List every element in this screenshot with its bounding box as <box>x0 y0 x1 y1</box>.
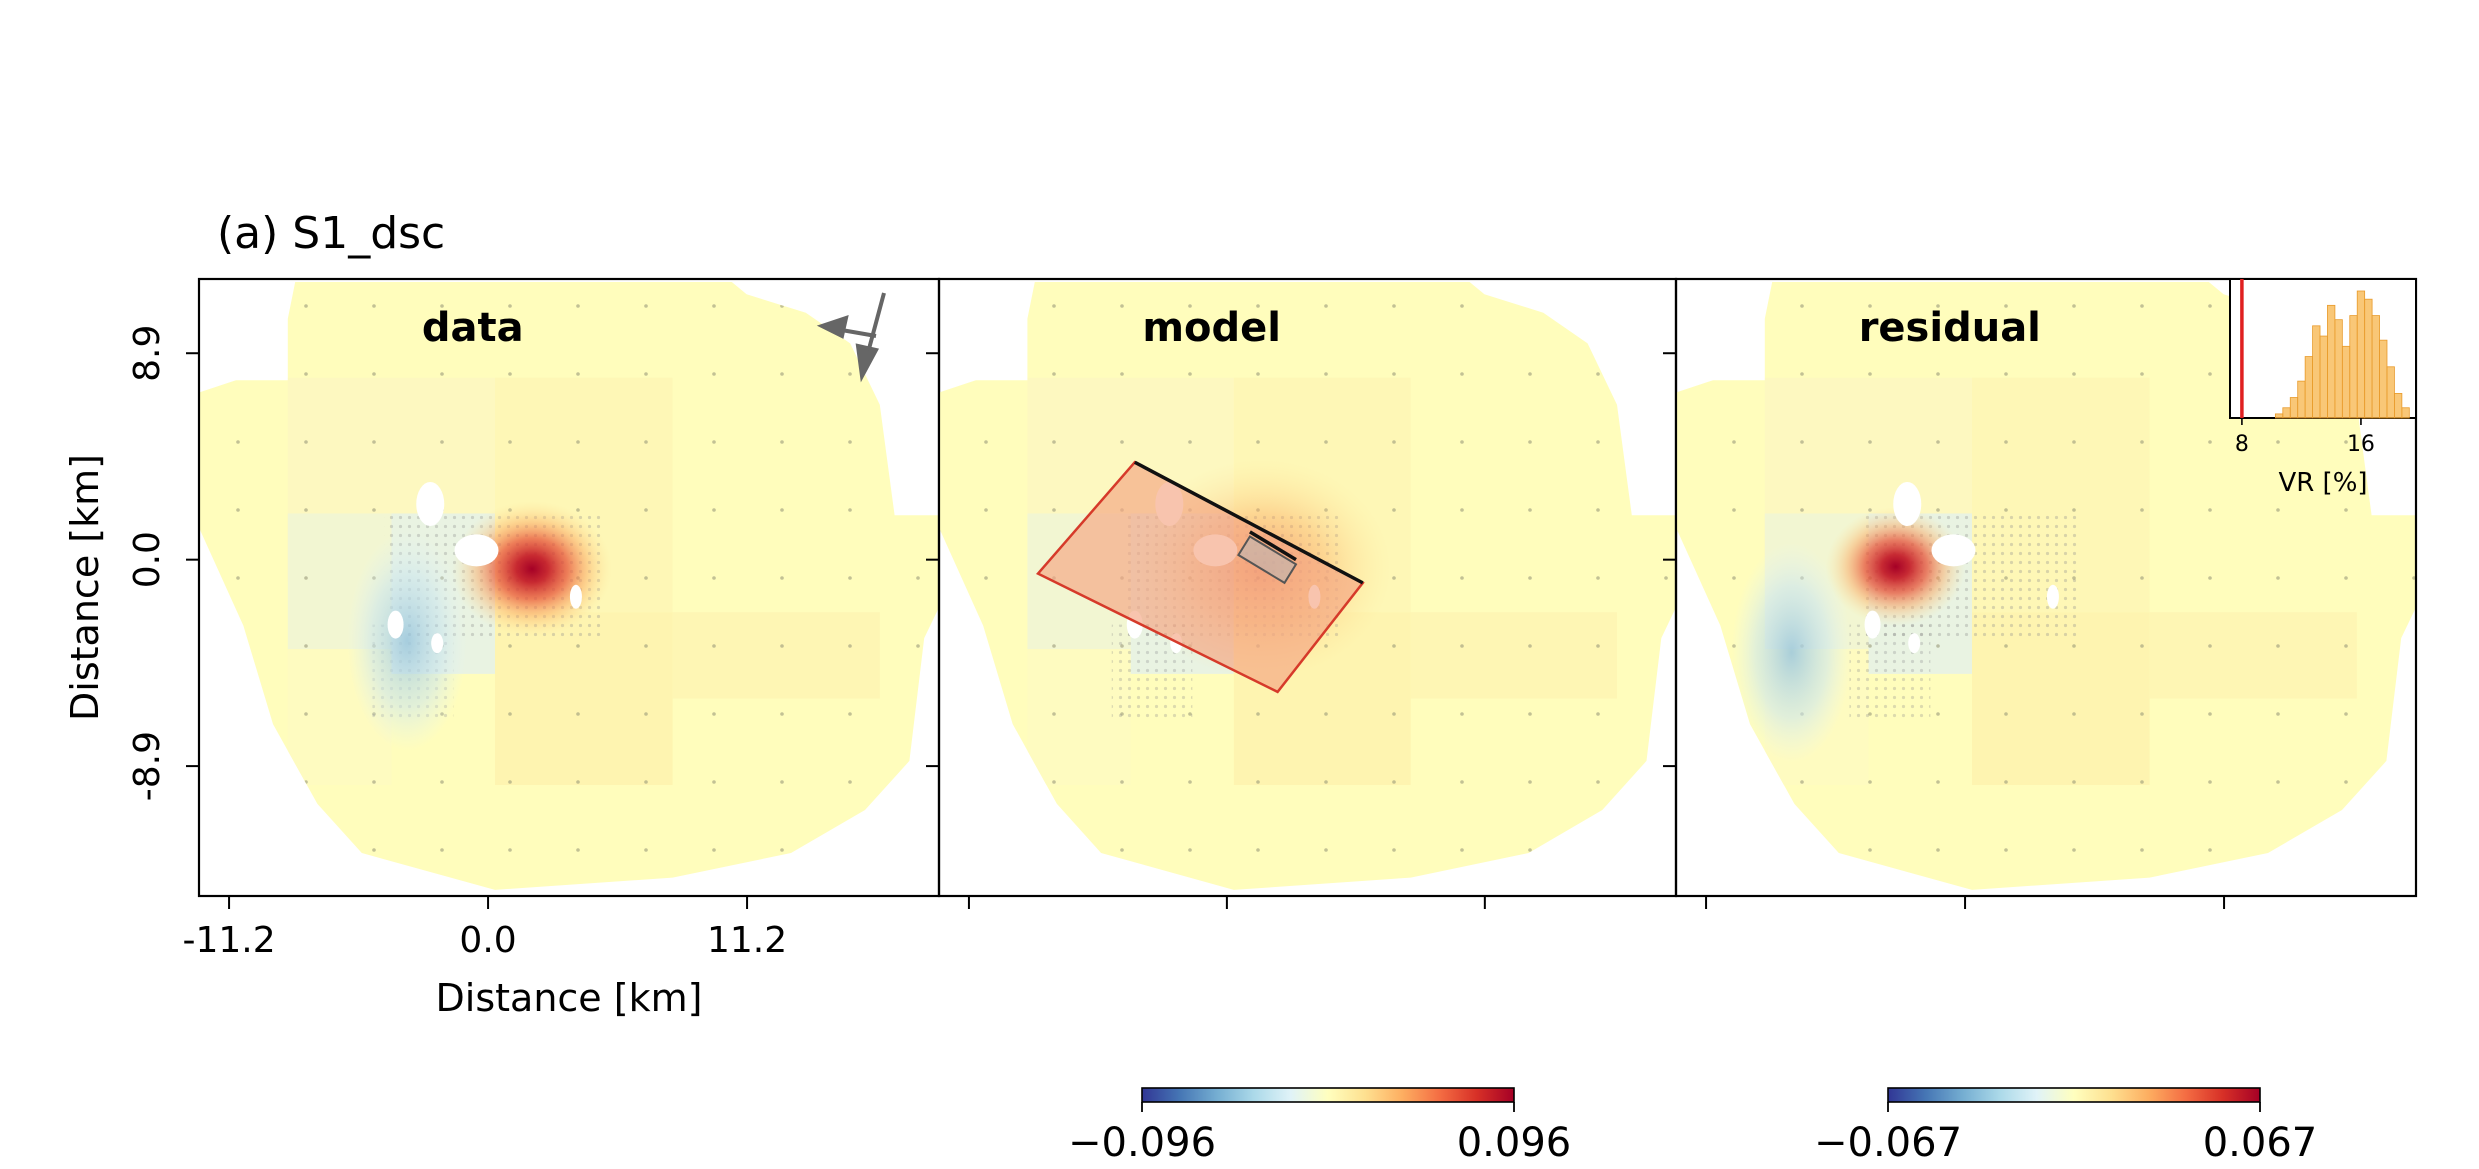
colorbar-tick-label: −0.067 <box>1814 1120 1962 1166</box>
histogram-bar <box>2274 413 2284 419</box>
histogram-bar <box>2282 407 2291 419</box>
colorbar-gradient <box>1141 1087 1515 1103</box>
histogram-bar <box>2371 315 2380 419</box>
histogram-bar <box>2356 290 2366 419</box>
histogram-bar <box>2379 339 2388 419</box>
displacement-field <box>199 282 939 890</box>
figure-title: (a) S1_dsc <box>217 208 445 259</box>
inset-x-tick-label: 8 <box>2235 432 2249 457</box>
look-direction-arrows <box>816 292 886 383</box>
x-axis-label: Distance [km] <box>436 976 703 1020</box>
azimuth-arrowhead <box>855 343 880 383</box>
negative-lobe <box>1731 542 1852 763</box>
panel-title: model <box>1142 305 1281 351</box>
histogram-bar <box>2327 304 2336 419</box>
map-panel-data: data -11.2 0.0 11.2 8.9 0.0 -8.9 Distance [km] D… <box>63 277 941 1020</box>
positive-lobe <box>452 500 612 637</box>
data-gap <box>1893 481 1922 526</box>
histogram-bar <box>2297 380 2306 419</box>
y-axis-label: Distance [km] <box>63 454 107 721</box>
histogram-bar <box>2401 407 2410 419</box>
data-gap <box>2046 584 2059 609</box>
data-gap <box>1931 534 1976 567</box>
inset-x-tick-label: 16 <box>2347 432 2375 457</box>
histogram-bar <box>2349 315 2358 419</box>
negative-lobe <box>347 530 468 751</box>
histogram-bar <box>2312 325 2321 419</box>
inset-histogram: 8 16 VR [%] <box>2229 278 2417 498</box>
y-tick-label: 8.9 <box>127 325 168 382</box>
data-gap <box>454 534 499 567</box>
panel-frame <box>1674 277 2418 898</box>
colorbar-gradient <box>1887 1087 2261 1103</box>
panel-title: data <box>422 305 524 351</box>
panel-title: residual <box>1859 305 2041 351</box>
look-arrowhead <box>816 314 849 339</box>
colorbar-1: −0.096 0.096 <box>1068 1087 1572 1166</box>
data-gap <box>569 584 582 609</box>
x-tick-label: 11.2 <box>707 920 787 961</box>
histogram-bar <box>2386 366 2395 419</box>
fault-top-edge <box>1133 460 1364 585</box>
data-gap <box>387 610 404 639</box>
histogram-bar <box>2334 319 2343 419</box>
histogram-bar <box>2364 298 2373 419</box>
histogram-bar <box>2304 356 2313 419</box>
map-panel-model: model <box>926 277 1678 909</box>
histogram-bar <box>2394 393 2403 419</box>
colorbar-tick-label: −0.096 <box>1068 1120 1216 1166</box>
colorbar-2: −0.067 0.067 <box>1814 1087 2318 1166</box>
source-top-edge <box>1249 530 1297 562</box>
histogram-bar <box>2319 335 2328 419</box>
data-gap <box>1908 633 1921 654</box>
source-patch <box>1237 535 1298 585</box>
inset-x-axis-label: VR [%] <box>2278 468 2367 498</box>
colorbar-tick-label: 0.096 <box>1457 1120 1572 1166</box>
y-tick-label: -8.9 <box>127 731 168 801</box>
histogram-bar <box>2289 397 2299 419</box>
x-tick-label: 0.0 <box>459 920 516 961</box>
y-tick-label: 0.0 <box>127 531 168 588</box>
data-gap <box>416 481 445 526</box>
histogram-bar <box>2341 345 2351 419</box>
data-gap <box>431 633 444 654</box>
x-tick-label: -11.2 <box>182 920 275 961</box>
positive-lobe <box>1825 507 1966 627</box>
data-gap <box>1864 610 1881 639</box>
colorbar-tick-label: 0.067 <box>2203 1120 2318 1166</box>
